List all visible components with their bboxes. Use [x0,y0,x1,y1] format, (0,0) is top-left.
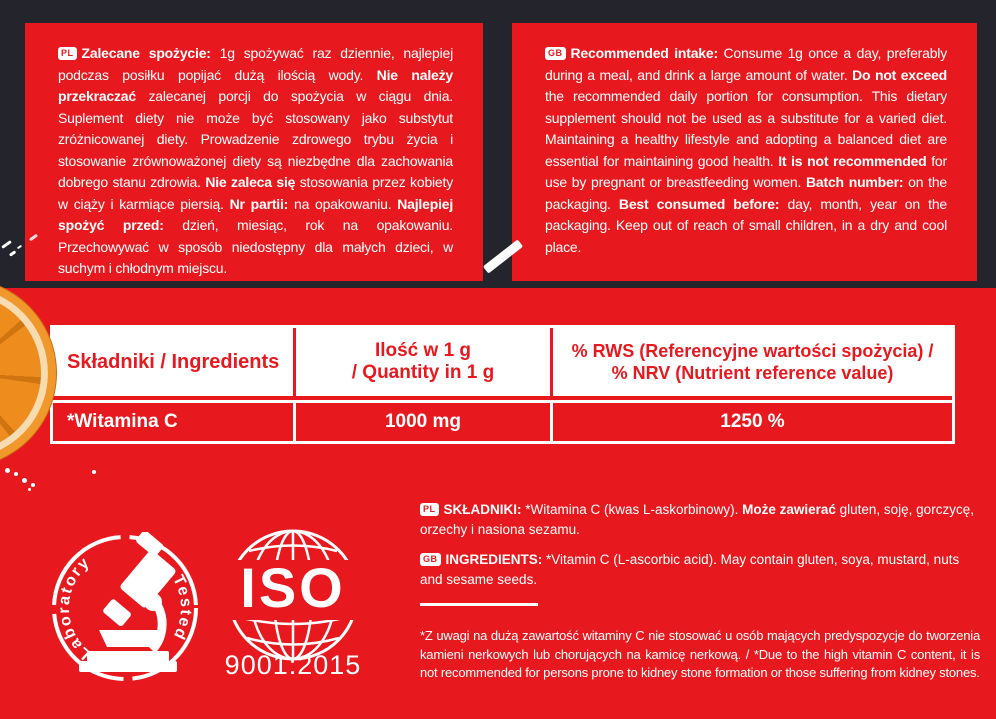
ingredients-section: PL SKŁADNIKI: *Witamina C (kwas L-askorbi… [420,500,978,616]
nutrition-table: Składniki / Ingredients Ilość w 1 g / Qua… [50,325,955,444]
table-row: *Witamina C 1000 mg 1250 % [53,400,952,441]
cell-ingredient: *Witamina C [67,411,178,432]
intake-paragraph-en: Recommended intake: Consume 1g once a da… [545,45,948,255]
cell-rws: 1250 % [720,411,785,432]
decor-dot [14,472,18,476]
iso-title: ISO [240,556,346,619]
arc-text-laboratory: Laboratory [56,553,92,662]
globe-icon [224,529,362,661]
footnote-divider [420,603,538,606]
microscope-icon: Laboratory Tested [52,530,198,681]
intake-panel-pl: PL Zalecane spożycie: 1g spożywać raz dzi… [25,23,483,281]
decor-dot [28,488,31,491]
decor-dot [22,478,27,483]
cell-quantity: 1000 mg [293,403,553,441]
iso-badge: ISO 9001:2015 [224,524,362,694]
kidney-stone-footnote: *Z uwagi na dużą zawartość witaminy C ni… [420,628,980,680]
ingredients-text-en: INGREDIENTS: *Vitamin C (L-ascorbic acid… [420,552,960,587]
decor-speck [8,250,17,257]
laboratory-tested-badge: Laboratory Tested [49,530,201,684]
ingredients-text-pl: SKŁADNIKI: *Witamina C (kwas L-askorbino… [420,502,974,537]
intake-panel-en: GB Recommended intake: Consume 1g once a … [512,23,977,281]
decor-dot [5,468,10,473]
header-quantity: Ilość w 1 g / Quantity in 1 g [296,328,550,396]
decor-speck [1,240,12,249]
ingredients-en: GB INGREDIENTS: *Vitamin C (L-ascorbic ac… [420,550,978,589]
header-ingredients: Składniki / Ingredients [53,328,293,396]
intake-paragraph-pl: Zalecane spożycie: 1g spożywać raz dzien… [58,45,454,276]
svg-text:Laboratory: Laboratory [56,553,94,662]
header-rws-nrv: % RWS (Referencyjne wartości spożycia) /… [553,328,952,396]
intake-text-en: GB Recommended intake: Consume 1g once a … [545,43,947,258]
decor-speck [16,244,23,250]
decor-dot [92,470,96,474]
uk-flag-icon: GB [545,47,566,60]
arc-text-tested: Tested [169,572,192,643]
svg-text:Tested: Tested [169,572,194,643]
poland-flag-icon: PL [420,503,439,516]
nutrition-table-header: Składniki / Ingredients Ilość w 1 g / Qua… [53,328,952,396]
poland-flag-icon: PL [58,47,77,60]
decor-dot [31,483,35,487]
iso-subtitle: 9001:2015 [224,650,362,680]
uk-flag-icon: GB [420,553,441,566]
intake-text-pl: PL Zalecane spożycie: 1g spożywać raz dzi… [58,43,453,280]
ingredients-pl: PL SKŁADNIKI: *Witamina C (kwas L-askorbi… [420,500,978,539]
